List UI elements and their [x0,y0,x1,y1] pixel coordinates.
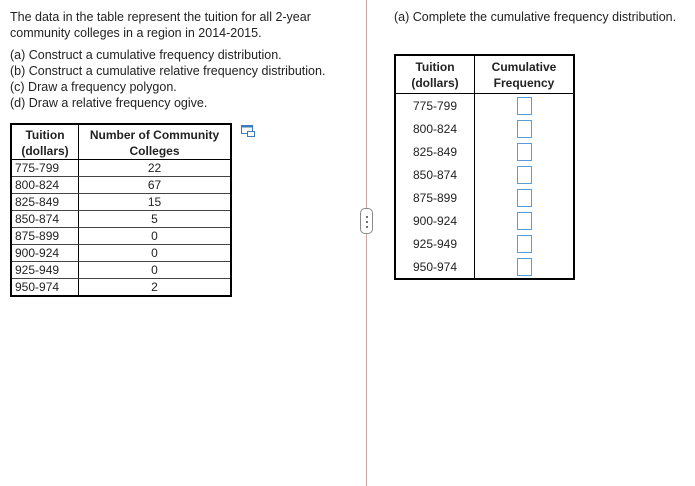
task-d: (d) Draw a relative frequency ogive. [10,96,208,110]
answer-cell [475,209,575,232]
answer-header-cumulative: Cumulative Frequency [474,55,574,94]
table-row: 900-924 [395,209,574,232]
answer-tuition-range: 825-849 [395,140,475,163]
panel-divider [366,0,367,486]
answer-tuition-range: 850-874 [395,163,475,186]
table-row: 850-874 [395,163,574,186]
table-row: 825-849 15 [11,193,231,211]
tuition-range: 800-824 [11,176,79,194]
task-b: (b) Construct a cumulative relative freq… [10,64,326,78]
cumulative-frequency-input[interactable] [516,188,532,207]
question-panel: The data in the table represent the tuit… [10,9,355,111]
header-tuition: Tuition (dollars) [11,124,79,160]
part-a-prompt: (a) Complete the cumulative frequency di… [394,10,677,24]
answer-tuition-range: 775-799 [395,93,475,117]
tuition-data-table: Tuition (dollars) Number of Community Co… [10,123,232,297]
table-row: 850-874 5 [11,210,231,228]
table-row: 900-924 0 [11,244,231,262]
drag-handle-icon[interactable] [360,208,373,234]
college-count: 0 [78,244,231,262]
tuition-range: 875-899 [11,227,79,245]
cumulative-frequency-input[interactable] [516,96,532,115]
tuition-range: 950-974 [11,278,79,297]
answer-cell [475,186,575,209]
table-row: 775-799 22 [11,159,231,177]
tuition-range: 825-849 [11,193,79,211]
table-row: 950-974 2 [11,278,231,297]
table-row: 875-899 0 [11,227,231,245]
question-intro: The data in the table represent the tuit… [10,10,311,40]
table-row: 800-824 67 [11,176,231,194]
table-row: 875-899 [395,186,574,209]
answer-cell [475,117,575,140]
tuition-range: 900-924 [11,244,79,262]
college-count: 0 [78,261,231,279]
answer-header-tuition: Tuition (dollars) [395,55,475,94]
answer-cell [475,94,575,118]
cumulative-frequency-input[interactable] [516,165,532,184]
answer-tuition-range: 875-899 [395,186,475,209]
college-count: 15 [78,193,231,211]
copy-icon[interactable] [241,125,255,137]
header-count: Number of Community Colleges [78,124,231,160]
task-list: (a) Construct a cumulative frequency dis… [10,47,355,111]
college-count: 5 [78,210,231,228]
answer-tuition-range: 950-974 [395,255,475,279]
college-count: 0 [78,227,231,245]
college-count: 22 [78,159,231,177]
task-a: (a) Construct a cumulative frequency dis… [10,48,282,62]
answer-tuition-range: 925-949 [395,232,475,255]
cumulative-frequency-input[interactable] [516,257,532,276]
cumulative-frequency-input[interactable] [516,234,532,253]
table-row: 950-974 [395,255,574,279]
table-row: 925-949 [395,232,574,255]
college-count: 2 [78,278,231,297]
answer-panel: (a) Complete the cumulative frequency di… [394,9,684,25]
cumulative-frequency-input[interactable] [516,119,532,138]
cumulative-frequency-table: Tuition (dollars) Cumulative Frequency 7… [394,54,575,280]
table-row: 925-949 0 [11,261,231,279]
table-row: 775-799 [395,93,575,118]
table-row: 800-824 [395,117,574,140]
answer-cell [475,140,575,163]
answer-tuition-range: 900-924 [395,209,475,232]
tuition-range: 850-874 [11,210,79,228]
answer-cell [475,163,575,186]
table-row: 825-849 [395,140,574,163]
answer-cell [475,232,575,255]
answer-cell [475,255,575,279]
tuition-range: 925-949 [11,261,79,279]
task-c: (c) Draw a frequency polygon. [10,80,177,94]
answer-tuition-range: 800-824 [395,117,475,140]
college-count: 67 [78,176,231,194]
cumulative-frequency-input[interactable] [516,142,532,161]
cumulative-frequency-input[interactable] [516,211,532,230]
tuition-range: 775-799 [11,159,79,177]
